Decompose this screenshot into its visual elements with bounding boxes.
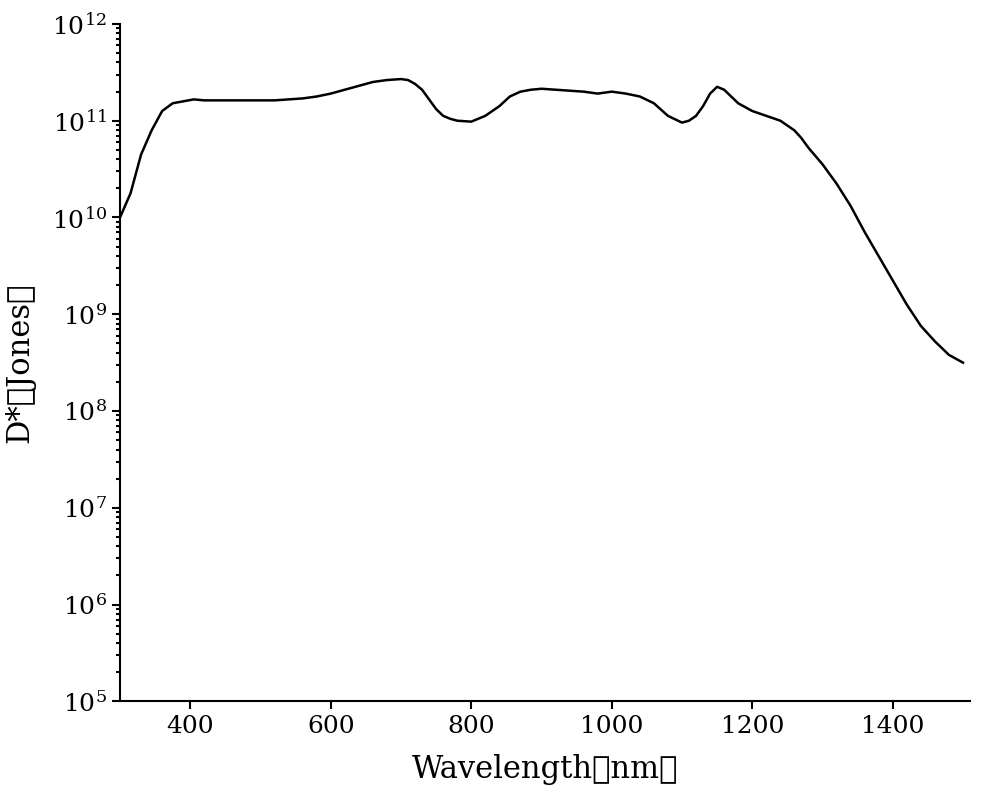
X-axis label: Wavelength（nm）: Wavelength（nm） [412, 754, 678, 785]
Y-axis label: D*（Jones）: D*（Jones） [4, 282, 35, 443]
